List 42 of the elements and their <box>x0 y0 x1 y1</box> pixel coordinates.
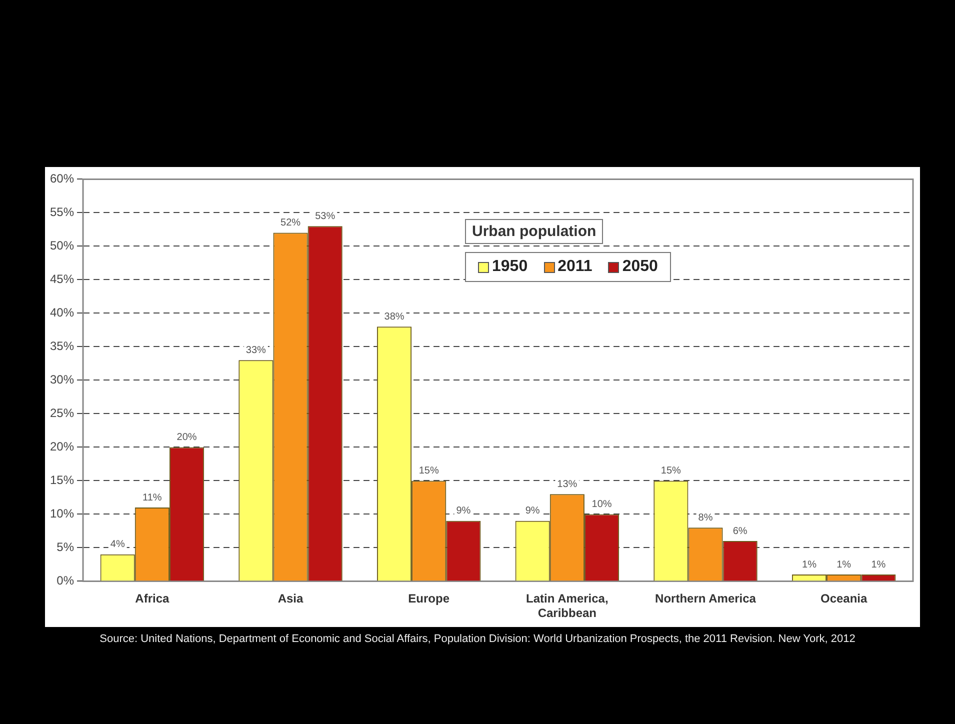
data-label: 1% <box>871 559 886 570</box>
y-tick-label: 60% <box>50 172 74 186</box>
y-tick-label: 25% <box>50 406 74 420</box>
data-label: 11% <box>142 492 162 504</box>
data-label: 6% <box>732 526 748 537</box>
data-label: 8% <box>698 512 713 524</box>
x-tick-label: Asia <box>278 592 304 606</box>
data-label: 13% <box>557 478 578 490</box>
data-label: 15% <box>418 465 439 476</box>
legend-label: 2050 <box>622 258 658 276</box>
y-tick-label: 20% <box>50 440 74 454</box>
y-tick-label: 45% <box>50 272 74 286</box>
data-label: 9% <box>525 506 540 517</box>
data-label: 53% <box>315 210 336 222</box>
data-label: 20% <box>176 432 197 443</box>
data-label: 10% <box>592 498 612 510</box>
x-tick-label: Latin America, Caribbean <box>526 592 608 620</box>
y-tick-label: 35% <box>50 339 74 354</box>
legend-title: Urban population <box>465 219 604 244</box>
y-tick-label: 10% <box>50 506 74 521</box>
x-tick-label: Oceania <box>820 592 868 606</box>
y-tick-label: 0% <box>56 574 74 588</box>
y-tick-label: 15% <box>50 473 74 488</box>
y-tick-label: 55% <box>50 205 74 220</box>
data-label: 1% <box>836 559 852 570</box>
legend-label: 1950 <box>492 258 528 276</box>
x-tick-label: Europe <box>408 592 450 606</box>
source-note: Source: United Nations, Department of Economic and Social Affairs, Population Division: World Urbanization Prospects, the 2011 Revision. New York, 2012 <box>98 633 856 645</box>
data-label: 1% <box>802 559 817 570</box>
data-label: 15% <box>660 465 682 476</box>
data-label: 38% <box>384 311 404 322</box>
y-tick-label: 30% <box>50 372 74 387</box>
y-tick-label: 50% <box>50 238 74 253</box>
x-tick-label: Northern America <box>655 592 756 606</box>
data-label: 9% <box>456 506 471 517</box>
x-tick-label: Africa <box>135 592 170 606</box>
y-tick-label: 5% <box>56 540 74 554</box>
data-label: 33% <box>246 344 266 356</box>
y-tick-label: 40% <box>50 306 74 320</box>
data-label: 52% <box>280 218 301 229</box>
legend-label: 2011 <box>558 258 592 276</box>
data-label: 4% <box>110 539 125 550</box>
